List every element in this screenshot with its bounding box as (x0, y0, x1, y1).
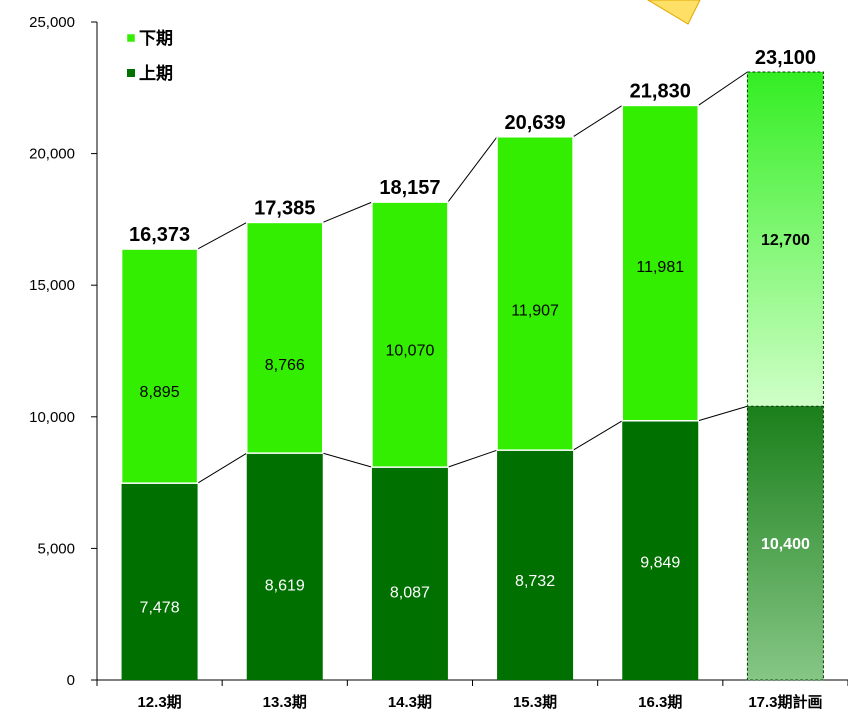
value-label-upper: 8,895 (140, 384, 180, 401)
value-label-lower: 8,619 (265, 578, 305, 595)
bar-lower (246, 453, 323, 680)
connector-line-lower (698, 405, 748, 422)
x-tick-label: 16.3期 (638, 693, 682, 711)
value-label-lower: 8,732 (515, 573, 555, 590)
connector-line-total (322, 201, 373, 223)
total-label: 18,157 (379, 177, 440, 199)
x-tick-label: 13.3期 (263, 693, 307, 711)
bar-lower (622, 420, 699, 680)
total-label: 20,639 (504, 112, 565, 134)
connector-line-lower (572, 420, 623, 451)
x-tick-label: 12.3期 (137, 693, 181, 711)
bar-upper (120, 248, 199, 484)
bar-lower (121, 483, 198, 680)
legend-label-lower: 上期 (139, 64, 173, 83)
y-tick-label: 20,000 (29, 146, 75, 163)
connector-line-lower (197, 452, 248, 484)
value-label-upper: 10,070 (385, 343, 434, 360)
connector-line-total (447, 136, 498, 203)
y-tick-label: 0 (67, 672, 75, 689)
value-label-upper: 8,766 (265, 357, 305, 374)
y-tick-label: 5,000 (37, 540, 75, 557)
x-tick-label: 15.3期 (513, 693, 557, 711)
value-label-upper: 12,700 (761, 232, 810, 249)
connector-line-total (572, 105, 623, 138)
bar-lower (497, 450, 574, 680)
total-label: 17,385 (254, 197, 315, 219)
value-label-upper: 11,907 (511, 302, 559, 319)
y-tick-label: 15,000 (29, 277, 75, 294)
callout-arrow-icon (647, 0, 701, 25)
total-label: 16,373 (129, 224, 190, 246)
value-label-lower: 8,087 (390, 585, 430, 602)
y-tick-label: 10,000 (29, 409, 75, 426)
x-tick-label: 14.3期 (388, 693, 432, 711)
bar-upper (371, 201, 449, 468)
value-label-lower: 9,849 (640, 554, 680, 571)
legend-swatch-upper (126, 33, 136, 43)
value-label-lower: 7,478 (140, 600, 180, 617)
total-label: 23,100 (755, 47, 816, 69)
connector-line-lower (447, 449, 498, 468)
bar-lower (746, 405, 824, 681)
connector-line-total (197, 221, 247, 250)
bar-upper (621, 104, 699, 422)
bar-upper (246, 221, 324, 454)
legend-swatch-lower (127, 69, 135, 77)
bar-upper (746, 71, 824, 407)
x-tick-label: 17.3期計画 (748, 693, 822, 711)
bar-lower (371, 467, 448, 680)
value-label-upper: 11,981 (636, 259, 684, 276)
legend-label-upper: 下期 (139, 29, 173, 48)
bar-upper (496, 136, 574, 451)
connector-line-lower (322, 452, 373, 468)
y-tick-label: 25,000 (29, 14, 75, 31)
total-label: 21,830 (630, 80, 691, 102)
value-label-lower: 10,400 (761, 536, 810, 553)
connector-line-total (697, 71, 748, 106)
